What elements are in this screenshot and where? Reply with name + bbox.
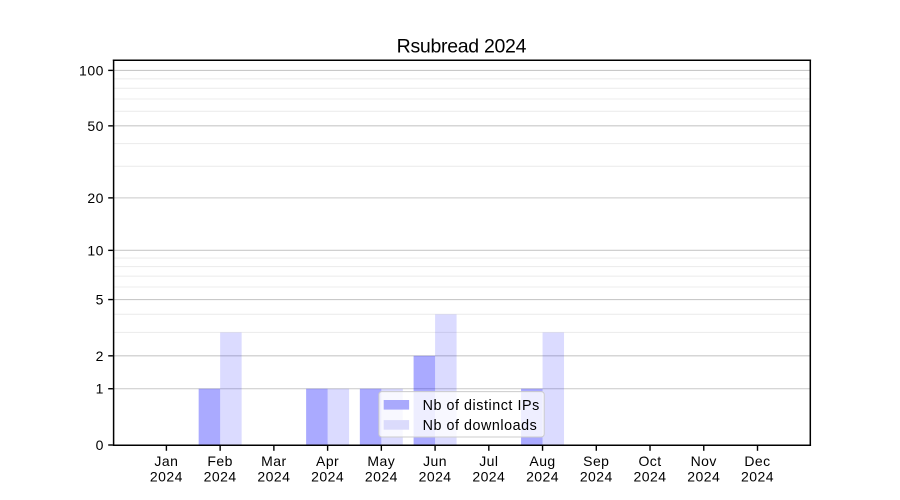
svg-text:Nb of downloads: Nb of downloads (423, 418, 538, 434)
svg-text:Jan: Jan (154, 453, 178, 469)
svg-text:2024: 2024 (687, 468, 720, 484)
svg-text:2024: 2024 (257, 468, 290, 484)
svg-text:May: May (367, 453, 395, 469)
svg-text:Mar: Mar (261, 453, 286, 469)
svg-text:Aug: Aug (529, 453, 555, 469)
svg-text:Feb: Feb (207, 453, 232, 469)
svg-text:2024: 2024 (419, 468, 452, 484)
svg-text:2024: 2024 (204, 468, 237, 484)
svg-text:Jun: Jun (423, 453, 447, 469)
svg-text:2024: 2024 (741, 468, 774, 484)
svg-text:2024: 2024 (311, 468, 344, 484)
svg-text:Dec: Dec (744, 453, 770, 469)
svg-text:2024: 2024 (526, 468, 559, 484)
svg-text:Nb of distinct IPs: Nb of distinct IPs (423, 398, 540, 414)
svg-text:20: 20 (87, 190, 104, 206)
svg-text:1: 1 (96, 381, 104, 397)
svg-text:2024: 2024 (365, 468, 398, 484)
svg-text:2024: 2024 (472, 468, 505, 484)
svg-text:2024: 2024 (580, 468, 613, 484)
svg-text:5: 5 (96, 292, 104, 308)
svg-text:50: 50 (87, 118, 104, 134)
svg-text:Jul: Jul (479, 453, 498, 469)
svg-text:100: 100 (79, 62, 104, 78)
svg-text:10: 10 (87, 242, 104, 258)
svg-text:2024: 2024 (150, 468, 183, 484)
svg-text:2: 2 (96, 348, 104, 364)
svg-text:Sep: Sep (583, 453, 609, 469)
svg-text:Nov: Nov (691, 453, 717, 469)
svg-text:Oct: Oct (638, 453, 661, 469)
svg-text:Apr: Apr (316, 453, 339, 469)
svg-text:Rsubread 2024: Rsubread 2024 (397, 35, 527, 57)
svg-text:2024: 2024 (634, 468, 667, 484)
svg-text:0: 0 (96, 437, 104, 453)
